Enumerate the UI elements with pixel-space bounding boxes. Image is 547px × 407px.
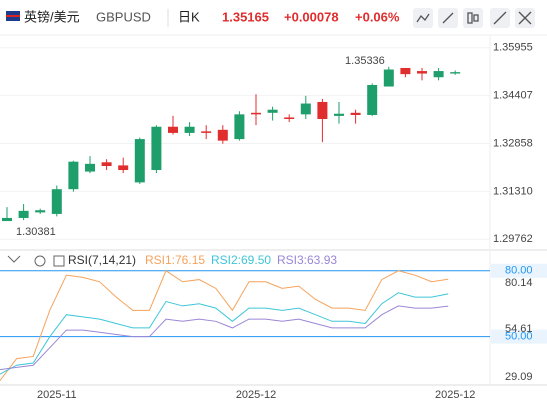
candle-body bbox=[201, 131, 212, 133]
candle-body bbox=[400, 67, 411, 75]
candle-body bbox=[284, 117, 295, 119]
x-tick-label: 2025-12 bbox=[435, 389, 475, 401]
candle-body bbox=[68, 161, 79, 190]
price: 1.35165 bbox=[222, 9, 269, 24]
level-tag bbox=[491, 263, 547, 278]
legend-entry: RSI1:76.15 bbox=[145, 253, 205, 267]
candle-body bbox=[35, 210, 46, 213]
collapse-icon[interactable] bbox=[7, 255, 21, 263]
settings-icon[interactable] bbox=[34, 255, 46, 267]
period[interactable]: 日K bbox=[178, 9, 200, 24]
icon bbox=[467, 12, 473, 24]
candle-body bbox=[300, 103, 311, 115]
legend-entry: RSI2:69.50 bbox=[211, 253, 271, 267]
icon bbox=[518, 11, 532, 25]
scale-label: 80.14 bbox=[505, 277, 533, 289]
y-tick-label: 1.35955 bbox=[493, 42, 533, 54]
hide-icon[interactable] bbox=[53, 255, 65, 267]
icon bbox=[473, 14, 479, 22]
candle-body bbox=[367, 84, 378, 115]
candle-body bbox=[234, 114, 245, 140]
rsi-line bbox=[0, 292, 449, 375]
change: +0.00078 bbox=[284, 9, 339, 24]
x-tick-label: 2025-11 bbox=[37, 389, 77, 401]
rsi-line bbox=[0, 270, 449, 381]
candle-body bbox=[51, 189, 62, 214]
symbol: GBPUSD bbox=[96, 9, 151, 24]
candle-body bbox=[184, 126, 195, 133]
candle-body bbox=[383, 69, 394, 87]
candle-body bbox=[151, 126, 162, 171]
y-tick-label: 1.34407 bbox=[493, 89, 533, 101]
x-tick-label: 2025-12 bbox=[236, 389, 276, 401]
y-tick-label: 1.31310 bbox=[493, 185, 533, 197]
candle-body bbox=[251, 112, 261, 115]
y-tick-label: 1.32858 bbox=[493, 137, 533, 149]
candle-body bbox=[85, 163, 95, 172]
rsi-line bbox=[0, 305, 449, 371]
candle-body bbox=[118, 165, 129, 171]
candle-body bbox=[433, 71, 444, 78]
price-annotation: 1.30381 bbox=[16, 226, 56, 238]
y-tick-label: 50.00 bbox=[505, 331, 533, 343]
candle-body bbox=[350, 112, 361, 115]
candle-body bbox=[101, 162, 112, 167]
indicator-title: RSI(7,14,21) bbox=[68, 253, 136, 267]
candle-body bbox=[417, 71, 427, 74]
tool-button[interactable] bbox=[463, 8, 483, 28]
candle-body bbox=[2, 217, 12, 222]
scale-label: 29.09 bbox=[505, 371, 533, 383]
legend-entry: RSI3:63.93 bbox=[277, 253, 337, 267]
change-pct: +0.06% bbox=[355, 9, 400, 24]
y-tick-label: 80.00 bbox=[505, 265, 533, 277]
pair-name: 英镑/美元 bbox=[24, 9, 80, 24]
icon bbox=[493, 11, 507, 25]
level-tag bbox=[491, 329, 547, 344]
candle-body bbox=[334, 113, 344, 116]
candle-body bbox=[317, 101, 328, 119]
tool-icons bbox=[416, 11, 532, 25]
icon bbox=[442, 12, 454, 24]
price-annotation: 1.35336 bbox=[345, 55, 385, 67]
candle-body bbox=[217, 129, 228, 141]
icon bbox=[416, 13, 430, 23]
y-tick-label: 1.29762 bbox=[493, 233, 533, 245]
candle-body bbox=[134, 139, 145, 183]
candle-body bbox=[18, 210, 29, 218]
candle-body bbox=[267, 109, 278, 113]
candle-body bbox=[450, 72, 461, 74]
candle-body bbox=[168, 126, 178, 133]
scale-label: 54.61 bbox=[505, 323, 533, 335]
